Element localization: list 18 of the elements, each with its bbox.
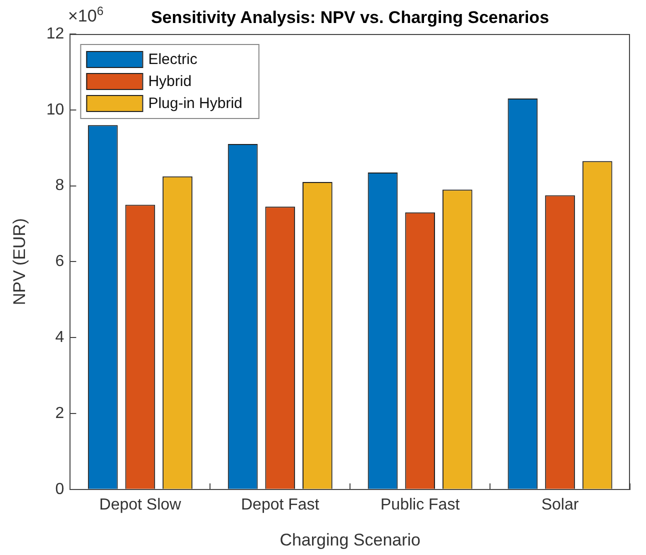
x-tick-label: Depot Fast — [240, 496, 320, 514]
y-tick-label: 4 — [55, 329, 64, 346]
legend-label: Plug-in Hybrid — [148, 95, 242, 112]
y-axis-title: NPV (EUR) — [10, 218, 29, 306]
y-tick-label: 2 — [55, 404, 64, 422]
y-tick-label: 12 — [46, 25, 64, 42]
text: ×10$^{6}$ — [68, 4, 104, 27]
x-axis-title: Charging Scenario — [280, 530, 421, 550]
y-tick-label: 10 — [46, 101, 64, 118]
legend-label: Hybrid — [148, 73, 192, 90]
chart-title: Sensitivity Analysis: NPV vs. Charging Scenarios — [150, 8, 550, 27]
legend-label: Electric — [148, 51, 198, 68]
x-tick-label: Depot Slow — [99, 496, 182, 514]
y-tick-label: 0 — [55, 480, 64, 498]
x-tick-label: Public Fast — [380, 496, 460, 514]
y-tick-label: 6 — [55, 253, 64, 270]
y-tick-label: 8 — [55, 177, 64, 194]
x-tick-label: Solar — [541, 496, 580, 514]
